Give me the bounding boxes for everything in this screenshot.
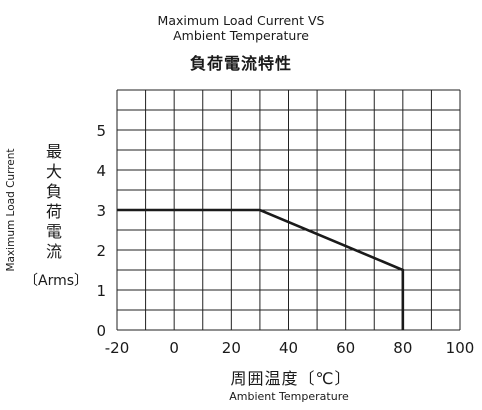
x-axis-label-japanese: 周囲温度〔℃〕 — [230, 369, 352, 388]
y-axis-label-japanese: 最大負荷電流 — [45, 142, 62, 261]
chart-title-line-2: Ambient Temperature — [173, 28, 309, 43]
x-tick-label: 100 — [446, 339, 475, 357]
x-axis-label-english: Ambient Temperature — [229, 390, 349, 403]
x-tick-label: 20 — [222, 339, 241, 357]
x-tick-label: 60 — [336, 339, 355, 357]
x-tick-label: 40 — [279, 339, 298, 357]
chart-title-line-1: Maximum Load Current VS — [157, 13, 325, 28]
y-tick-label: 5 — [96, 122, 106, 140]
series-layer — [117, 208, 405, 330]
y-tick-label: 0 — [96, 322, 106, 340]
x-tick-label: 80 — [393, 339, 412, 357]
x-tick-label: -20 — [105, 339, 130, 357]
y-tick-label: 3 — [96, 202, 106, 220]
y-axis-unit: 〔Arms〕 — [24, 273, 89, 289]
chart-title-japanese: 負荷電流特性 — [189, 54, 292, 73]
grid-lines — [116, 89, 461, 331]
y-tick-label: 1 — [96, 282, 106, 300]
series-line-load-current — [117, 208, 405, 330]
y-tick-label: 2 — [96, 242, 106, 260]
y-tick-label: 4 — [96, 162, 106, 180]
x-tick-label: 0 — [169, 339, 179, 357]
y-axis-label-english: Maximum Load Current — [5, 148, 17, 272]
